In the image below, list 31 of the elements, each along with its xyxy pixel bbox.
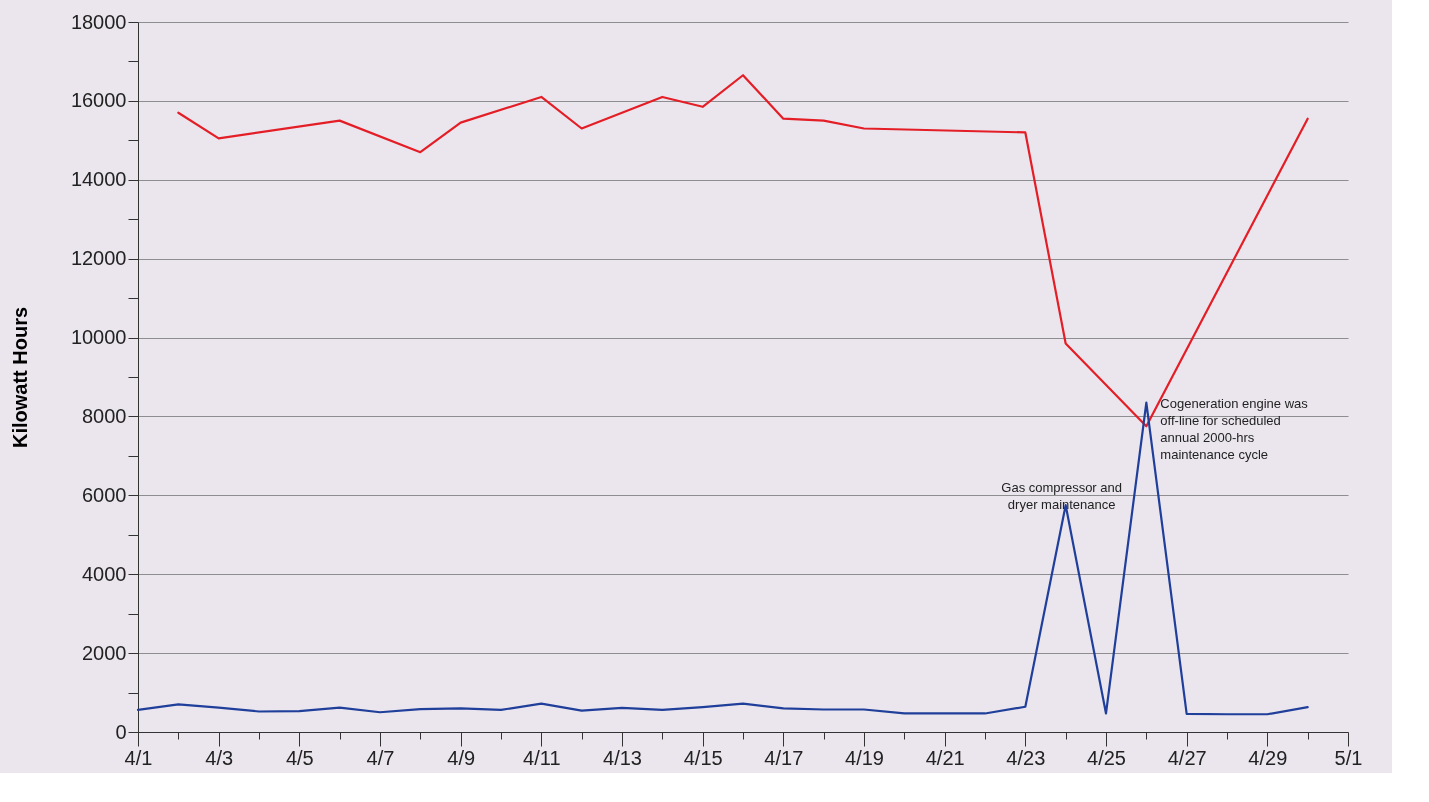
- y-axis-title: Kilowatt Hours: [8, 306, 31, 449]
- x-tick-label: 5/1: [1334, 746, 1363, 769]
- x-tick-label: 4/27: [1167, 746, 1207, 769]
- x-tick-label: 4/15: [683, 746, 723, 769]
- annotation: Cogeneration engine was off-line for scheduled annual 2000-hrs maintenance cycle: [1160, 395, 1309, 462]
- y-tick-label: 2000: [82, 641, 127, 664]
- x-tick-label: 4/9: [447, 746, 476, 769]
- y-tick-label: 14000: [70, 168, 127, 191]
- y-tick-label: 4000: [82, 562, 127, 585]
- annotation: Gas compressor and dryer maintenance: [1001, 480, 1122, 513]
- x-tick-label: 4/1: [124, 746, 153, 769]
- x-tick-label: 4/17: [764, 746, 804, 769]
- x-tick-label: 4/19: [845, 746, 884, 769]
- x-tick-label: 4/11: [523, 746, 561, 769]
- y-tick-label: 6000: [82, 483, 127, 506]
- line-series: [177, 74, 1309, 428]
- x-tick-label: 4/29: [1248, 746, 1288, 769]
- y-tick-label: 18000: [70, 10, 127, 33]
- x-tick-label: 4/13: [603, 746, 642, 769]
- y-tick-label: 12000: [70, 247, 127, 270]
- x-tick-label: 4/3: [205, 746, 234, 769]
- x-tick-label: 4/25: [1087, 746, 1126, 769]
- x-tick-label: 4/7: [366, 746, 395, 769]
- x-tick-label: 4/5: [285, 746, 314, 769]
- line-series: [136, 401, 1309, 716]
- x-tick-label: 4/23: [1006, 746, 1046, 769]
- y-tick-label: 16000: [70, 89, 127, 112]
- x-tick-label: 4/21: [925, 746, 965, 769]
- y-tick-label: 10000: [70, 326, 127, 349]
- y-tick-label: 8000: [82, 404, 127, 427]
- y-tick-label: 0: [115, 720, 127, 743]
